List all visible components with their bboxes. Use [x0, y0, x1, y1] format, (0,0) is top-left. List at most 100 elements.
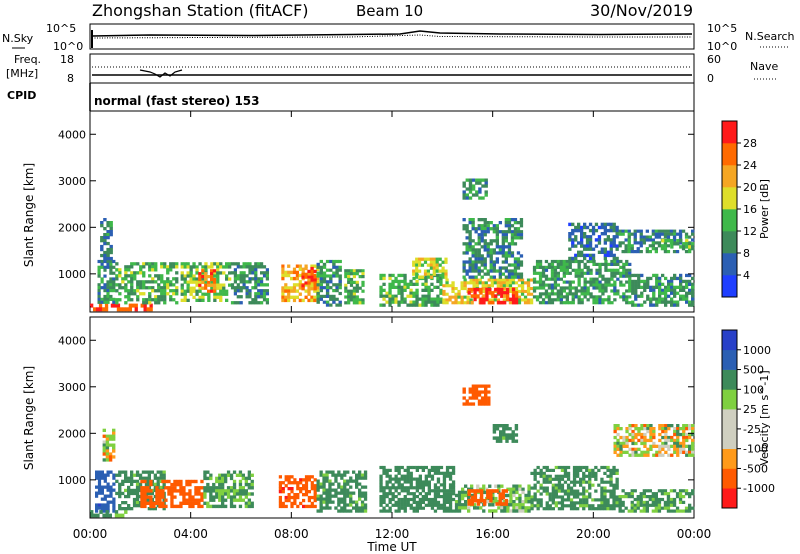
y-tick-label: 4000	[58, 128, 86, 141]
power-cell	[344, 272, 348, 276]
vel-cell	[557, 486, 562, 490]
power-cell	[245, 265, 249, 269]
power-cell	[192, 286, 196, 290]
power-cell	[478, 187, 482, 191]
vel-cell	[661, 447, 665, 451]
power-cell	[477, 272, 481, 276]
power-cell	[619, 280, 623, 284]
vel-cell	[238, 473, 243, 477]
power-cell	[121, 277, 125, 281]
vel-cell	[473, 498, 478, 503]
power-cell	[457, 301, 461, 305]
power-cell	[462, 263, 466, 267]
power-cell	[559, 295, 563, 299]
vel-cell	[247, 504, 251, 509]
power-cell	[506, 287, 510, 292]
vel-cell	[545, 468, 549, 472]
power-cell	[483, 260, 487, 264]
power-cell	[624, 250, 628, 254]
power-cell	[507, 263, 512, 267]
vel-cell	[244, 476, 248, 481]
vel-cell	[322, 485, 326, 489]
vel-cell	[651, 509, 655, 513]
power-cell	[642, 238, 646, 242]
vel-cell	[504, 489, 509, 493]
noise-right-tick-bottom: 10^0	[707, 40, 737, 53]
vel-cell	[612, 489, 616, 493]
vel-cell	[302, 498, 306, 503]
power-cell	[556, 289, 560, 293]
power-cell	[304, 283, 308, 287]
power-cell	[619, 295, 623, 299]
vel-cell	[340, 485, 344, 489]
power-cell	[97, 268, 101, 272]
vel-cell	[672, 500, 677, 504]
vel-cell	[639, 509, 643, 513]
power-cell	[490, 284, 494, 288]
vel-cell	[551, 507, 555, 511]
vel-cell	[572, 483, 577, 487]
power-cell	[666, 235, 671, 239]
power-cell	[163, 265, 167, 269]
vel-cell	[418, 506, 422, 510]
vel-cell	[244, 492, 248, 496]
power-cell	[97, 283, 101, 287]
vel-cell	[95, 506, 99, 510]
power-cell	[423, 272, 428, 276]
colorbar-tick-label: -500	[743, 462, 768, 475]
power-cell	[257, 280, 261, 284]
vel-cell	[585, 474, 589, 478]
vel-cell	[415, 506, 419, 510]
vel-cell	[468, 390, 472, 394]
power-cell	[432, 272, 436, 276]
power-cell	[504, 269, 508, 273]
vel-cell	[310, 495, 314, 500]
power-cell	[586, 289, 590, 293]
power-cell	[139, 292, 143, 296]
power-cell	[598, 283, 602, 287]
power-cell	[424, 279, 428, 284]
power-cell	[130, 298, 134, 302]
power-cell	[624, 238, 628, 242]
vel-cell	[185, 479, 189, 484]
power-cell	[636, 250, 640, 254]
vel-cell	[462, 396, 466, 400]
power-cell	[486, 230, 490, 234]
vel-cell	[293, 498, 297, 503]
power-cell	[186, 280, 190, 284]
power-cell	[424, 303, 428, 307]
vel-cell	[307, 478, 311, 482]
power-cell	[248, 268, 252, 272]
vel-cell	[121, 507, 125, 511]
power-cell	[146, 307, 150, 312]
power-cell	[586, 298, 590, 302]
power-cell	[574, 259, 578, 264]
power-cell	[307, 273, 311, 278]
vel-cell	[654, 509, 658, 513]
power-cell	[510, 230, 515, 234]
vel-cell	[600, 489, 604, 493]
power-cell	[426, 263, 430, 267]
power-cell	[145, 286, 149, 290]
power-cell	[441, 272, 445, 276]
power-cell	[265, 298, 269, 302]
vel-cell	[343, 473, 347, 477]
vel-cell	[631, 424, 635, 428]
vel-cell	[337, 503, 341, 507]
vel-cell	[509, 487, 513, 491]
vel-cell	[685, 432, 689, 437]
power-cell	[248, 262, 252, 266]
power-cell	[109, 227, 113, 231]
power-cell	[574, 295, 578, 299]
power-cell	[109, 224, 113, 228]
vel-cell	[548, 495, 552, 499]
power-cell	[230, 286, 235, 290]
vel-cell	[477, 390, 482, 394]
vel-cell	[200, 498, 204, 502]
power-cell	[97, 289, 101, 293]
vel-cell	[293, 478, 297, 482]
power-cell	[473, 297, 477, 302]
vel-cell	[504, 502, 509, 506]
power-cell	[660, 229, 665, 233]
vel-cell	[221, 498, 225, 502]
